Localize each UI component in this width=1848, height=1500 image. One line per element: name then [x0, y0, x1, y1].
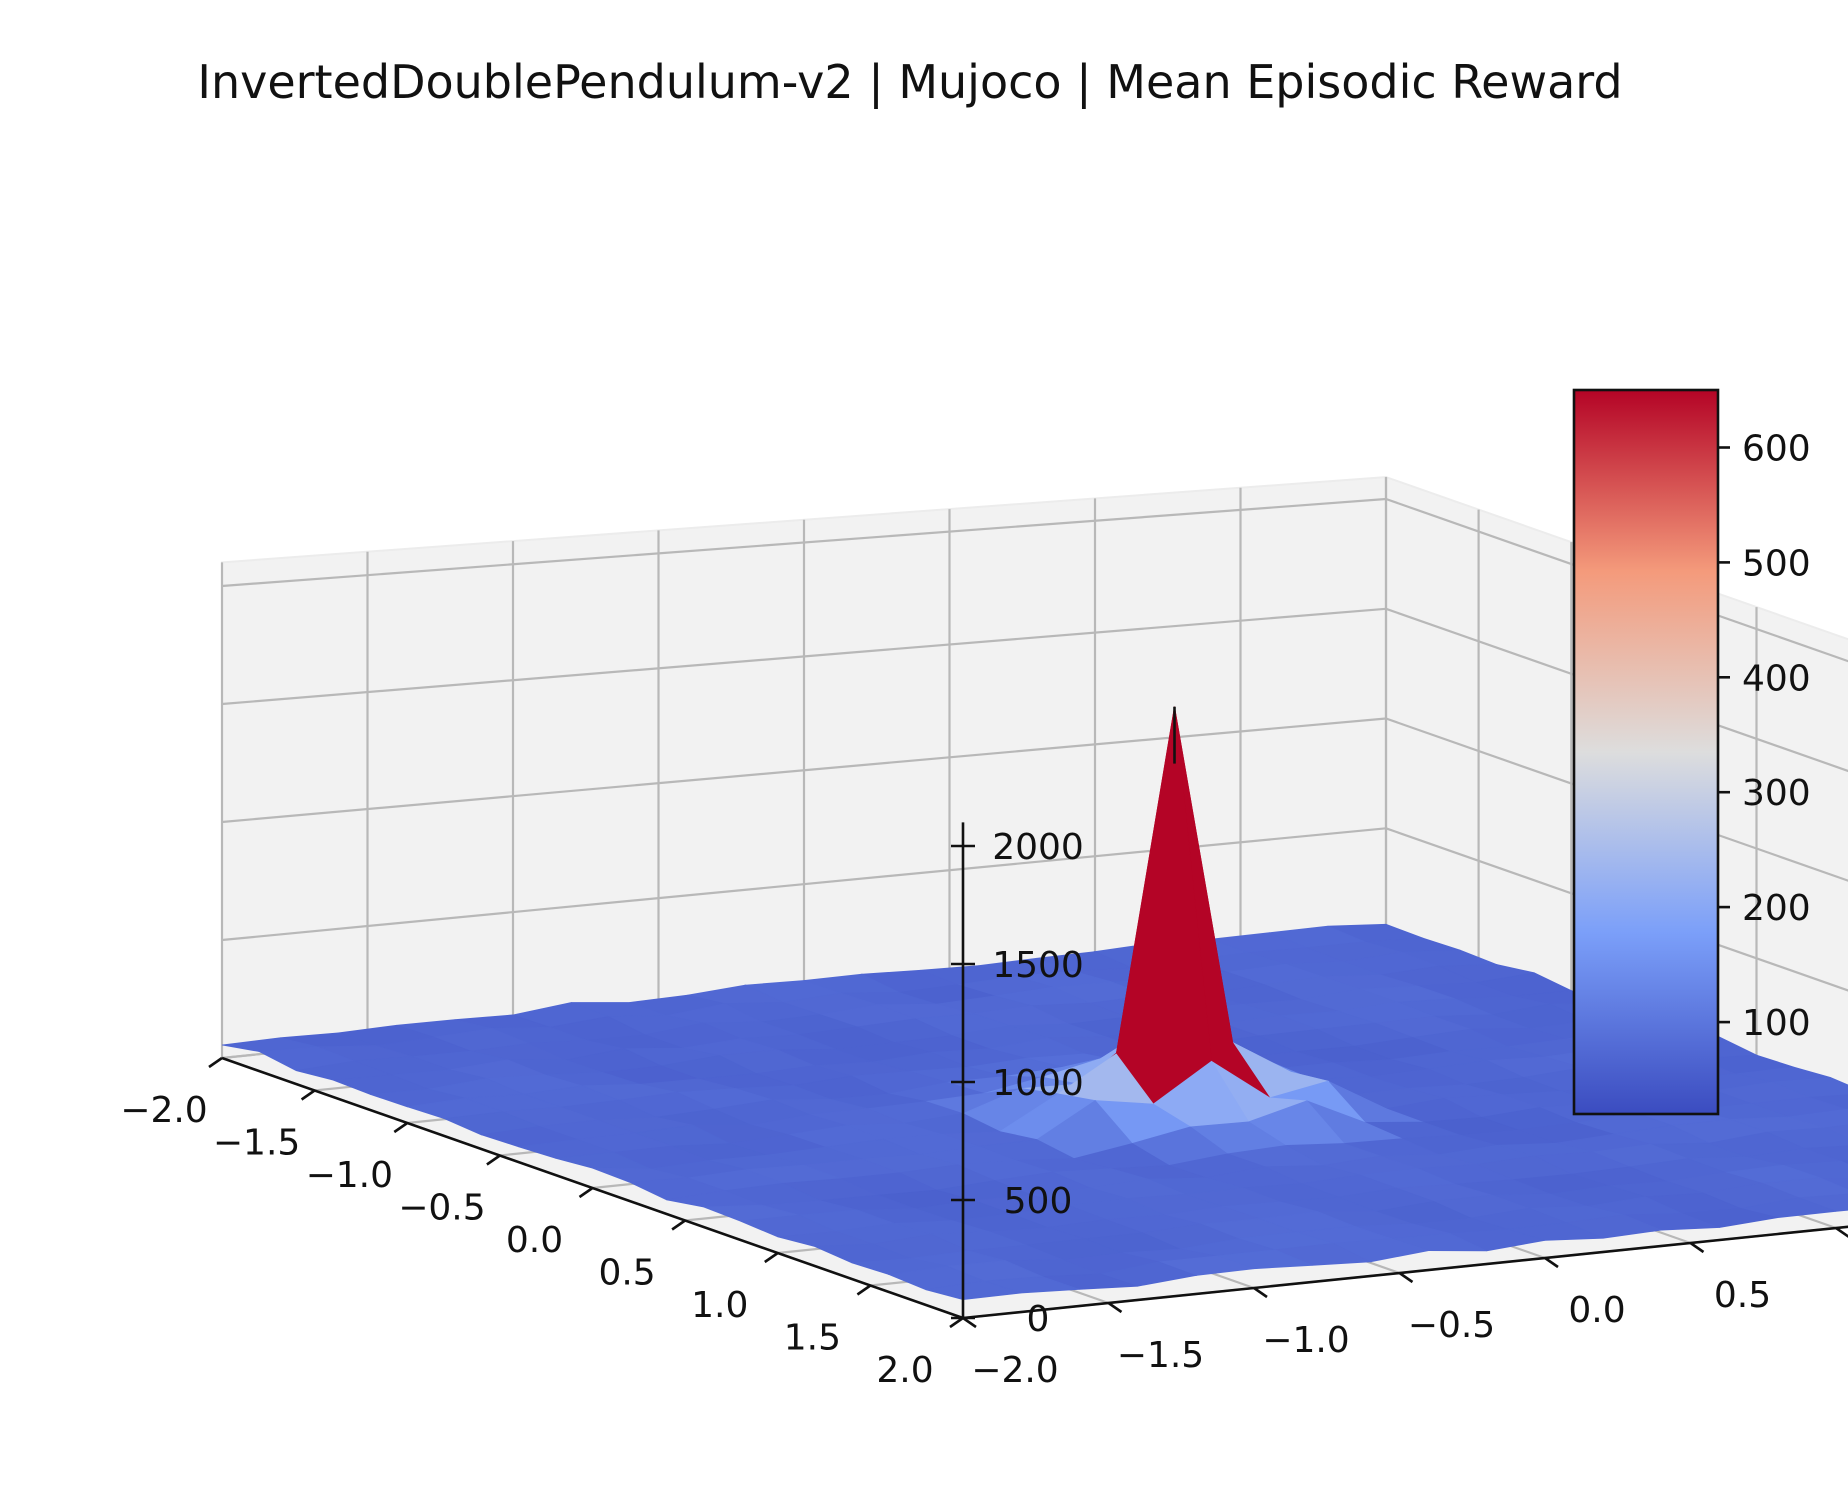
x-tick-label: −1.0 [306, 1155, 393, 1196]
colorbar-tick-label: 400 [1742, 658, 1811, 699]
y-tick-label: 0.5 [1714, 1275, 1771, 1316]
y-tick-label: 0.0 [1568, 1290, 1625, 1331]
chart-title: InvertedDoublePendulum-v2 | Mujoco | Mea… [197, 55, 1622, 110]
z-tick-label: 500 [1004, 1181, 1073, 1222]
y-tick-mark [1253, 1286, 1268, 1299]
back-gridline-z [1385, 827, 1848, 992]
y-tick-mark [962, 1316, 977, 1329]
left-gridline-z [221, 607, 1387, 706]
colorbar-tick-label: 200 [1742, 888, 1811, 929]
z-axis-ticks: 0 500 1000 1500 2000 [951, 827, 1084, 1340]
x-tick-label: 1.5 [784, 1318, 841, 1359]
colorbar-frame [1572, 388, 1720, 1116]
x-tick-label: 0.5 [598, 1253, 655, 1294]
left-gridline-z [221, 497, 1387, 588]
x-tick-mark [208, 1056, 223, 1069]
colorbar-tick-label: 500 [1742, 543, 1811, 584]
x-tick-mark [949, 1316, 964, 1329]
x-tick-mark [393, 1121, 409, 1134]
surface-facet [925, 1280, 1022, 1301]
y-tick-mark [1835, 1226, 1848, 1238]
y-tick-label: −2.0 [971, 1350, 1058, 1391]
z-tick-label: 1500 [992, 945, 1084, 986]
back-gridline-z [1385, 607, 1848, 773]
y-axis-ticks: −2.0−1.5−1.0−0.50.00.51.01.52.0 [962, 1226, 1848, 1391]
z-tick-label: 0 [1027, 1299, 1050, 1340]
x-tick-mark [764, 1251, 779, 1264]
x-tick-label: 0.0 [506, 1220, 563, 1261]
y-tick-mark [1689, 1241, 1705, 1254]
y-tick-mark [1107, 1301, 1123, 1314]
colorbar-tick-label: 600 [1742, 429, 1811, 470]
colorbar-gradient [1574, 390, 1718, 1114]
x-tick-mark [486, 1154, 501, 1166]
y-tick-label: −0.5 [1408, 1305, 1495, 1346]
x-tick-mark [578, 1186, 594, 1199]
y-tick-label: −1.0 [1262, 1320, 1349, 1361]
back-gridline-z [1385, 717, 1848, 882]
surface-facet [1823, 1124, 1848, 1139]
x-tick-mark [856, 1284, 872, 1296]
x-tick-label: −1.5 [213, 1123, 300, 1164]
x-tick-label: −2.0 [120, 1090, 207, 1131]
z-tick-label: 2000 [992, 827, 1084, 868]
x-tick-mark [300, 1089, 316, 1101]
y-tick-mark [1544, 1256, 1559, 1269]
colorbar: 100 200 300 400 500 600 [1572, 388, 1811, 1116]
left-gridline-z [221, 717, 1387, 824]
colorbar-tick-label: 300 [1742, 773, 1811, 814]
x-tick-mark [671, 1219, 686, 1231]
z-tick-label: 1000 [992, 1063, 1084, 1104]
x-tick-label: 2.0 [876, 1350, 933, 1391]
colorbar-tick-label: 100 [1742, 1003, 1811, 1044]
y-tick-label: −1.5 [1117, 1335, 1204, 1376]
x-tick-label: −0.5 [398, 1188, 485, 1229]
y-tick-mark [1398, 1271, 1414, 1284]
x-tick-label: 1.0 [691, 1285, 748, 1326]
x-axis-ticks: −2.0−1.5−1.0−0.5 0.0 0.5 1.0 1.5 2.0 [120, 1056, 964, 1391]
reward-surface [221, 706, 1848, 1301]
back-gridline-z [1385, 497, 1848, 663]
